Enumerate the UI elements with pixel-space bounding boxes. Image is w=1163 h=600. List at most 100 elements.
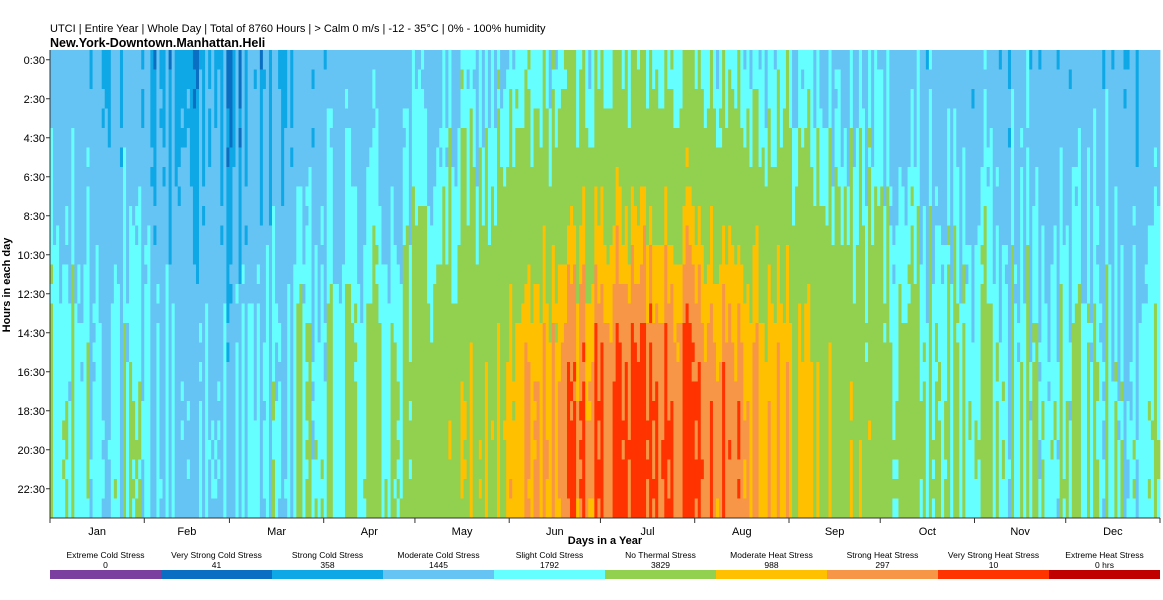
heatmap-cell bbox=[785, 245, 790, 362]
heatmap-cell bbox=[545, 108, 550, 304]
heatmap-cell bbox=[977, 459, 981, 518]
heatmap-cell bbox=[557, 381, 562, 499]
heatmap-cell bbox=[588, 89, 592, 148]
heatmap-cell bbox=[1099, 342, 1103, 518]
heatmap-cell bbox=[938, 420, 942, 518]
heatmap-cell bbox=[843, 186, 848, 518]
heatmap-cell bbox=[646, 440, 650, 460]
heatmap-cell bbox=[1068, 69, 1073, 89]
legend-category-name: Moderate Cold Stress bbox=[397, 550, 480, 560]
heatmap-cell bbox=[731, 342, 735, 518]
heatmap-cell bbox=[348, 284, 352, 518]
heatmap-cell bbox=[1111, 69, 1115, 382]
heatmap-cell bbox=[235, 342, 239, 518]
heatmap-cell bbox=[490, 186, 495, 421]
heatmap-cell bbox=[947, 50, 951, 109]
heatmap-cell bbox=[469, 108, 474, 343]
heatmap-cell bbox=[320, 459, 325, 479]
heatmap-cell bbox=[1074, 206, 1079, 304]
heatmap-cell bbox=[585, 50, 589, 128]
heatmap-cell bbox=[314, 50, 319, 245]
heatmap-cell bbox=[1004, 50, 1009, 245]
heatmap-cell bbox=[995, 167, 1000, 187]
heatmap-cell bbox=[542, 50, 547, 226]
heatmap-cell bbox=[573, 362, 577, 382]
heatmap-cell bbox=[716, 50, 720, 89]
heatmap-cell bbox=[551, 323, 556, 518]
heatmap-cell bbox=[92, 323, 97, 343]
heatmap-cell bbox=[700, 50, 705, 89]
heatmap-cell bbox=[992, 50, 997, 284]
heatmap-cell bbox=[965, 264, 969, 284]
heatmap-cell bbox=[594, 323, 598, 518]
heatmap-cell bbox=[743, 50, 747, 70]
heatmap-cell bbox=[868, 50, 872, 128]
heatmap-cell bbox=[892, 498, 896, 518]
heatmap-cell bbox=[731, 245, 735, 343]
heatmap-cell bbox=[767, 108, 772, 265]
heatmap-cell bbox=[542, 225, 547, 323]
legend-swatch bbox=[827, 570, 938, 579]
heatmap-cell bbox=[646, 245, 650, 323]
heatmap-cell bbox=[1111, 381, 1115, 518]
heatmap-cell bbox=[804, 128, 808, 304]
heatmap-cell bbox=[220, 225, 224, 245]
heatmap-cell bbox=[667, 89, 671, 245]
heatmap-cell bbox=[773, 323, 778, 518]
heatmap-cell bbox=[788, 128, 793, 323]
heatmap-cell bbox=[335, 50, 340, 284]
heatmap-cell bbox=[153, 225, 157, 245]
heatmap-cell bbox=[956, 303, 960, 323]
heatmap-cell bbox=[229, 147, 233, 265]
heatmap-cell bbox=[934, 362, 939, 382]
heatmap-cell bbox=[92, 381, 97, 518]
heatmap-cell bbox=[1123, 50, 1127, 70]
heatmap-cell bbox=[719, 128, 723, 148]
heatmap-cell bbox=[934, 206, 939, 226]
heatmap-cell bbox=[804, 50, 808, 128]
heatmap-cell bbox=[624, 284, 629, 362]
heatmap-cell bbox=[962, 323, 966, 518]
heatmap-cell bbox=[317, 50, 322, 343]
heatmap-cell bbox=[904, 50, 908, 226]
heatmap-cell bbox=[1004, 264, 1009, 284]
heatmap-cell bbox=[837, 69, 842, 187]
heatmap-cell bbox=[442, 50, 446, 187]
heatmap-cell bbox=[268, 225, 273, 518]
heatmap-cell bbox=[998, 50, 1003, 70]
heatmap-cell bbox=[177, 50, 182, 167]
heatmap-cell bbox=[305, 225, 309, 323]
heatmap-cell bbox=[965, 245, 969, 265]
heatmap-cell bbox=[378, 323, 382, 518]
month-label: Apr bbox=[361, 526, 378, 538]
heatmap-cell bbox=[883, 206, 887, 304]
heatmap-cell bbox=[1026, 245, 1030, 518]
heatmap-cell bbox=[506, 69, 510, 167]
heatmap-cell bbox=[427, 303, 431, 518]
heatmap-cell bbox=[831, 50, 835, 187]
heatmap-cell bbox=[889, 342, 893, 518]
heatmap-cell bbox=[156, 284, 160, 304]
heatmap-cell bbox=[849, 420, 854, 440]
heatmap-cell bbox=[497, 323, 501, 518]
heatmap-cell bbox=[636, 50, 641, 70]
heatmap-cell bbox=[621, 440, 626, 460]
heatmap-cell bbox=[1144, 264, 1149, 284]
heatmap-cell bbox=[649, 342, 653, 518]
heatmap-cell bbox=[451, 303, 455, 518]
heatmap-cell bbox=[849, 128, 854, 382]
heatmap-cell bbox=[232, 167, 236, 518]
heatmap-cell bbox=[1068, 342, 1073, 401]
heatmap-cell bbox=[636, 69, 641, 226]
heatmap-cell bbox=[892, 459, 896, 479]
heatmap-cell bbox=[633, 284, 638, 343]
heatmap-cell bbox=[202, 186, 206, 206]
heatmap-cell bbox=[1080, 50, 1085, 304]
heatmap-cell bbox=[80, 381, 84, 518]
heatmap-cell bbox=[320, 245, 325, 265]
heatmap-cell bbox=[1038, 440, 1042, 479]
heatmap-cell bbox=[338, 50, 343, 304]
heatmap-cell bbox=[764, 186, 769, 362]
heatmap-cell bbox=[959, 303, 963, 518]
heatmap-cell bbox=[50, 264, 54, 284]
